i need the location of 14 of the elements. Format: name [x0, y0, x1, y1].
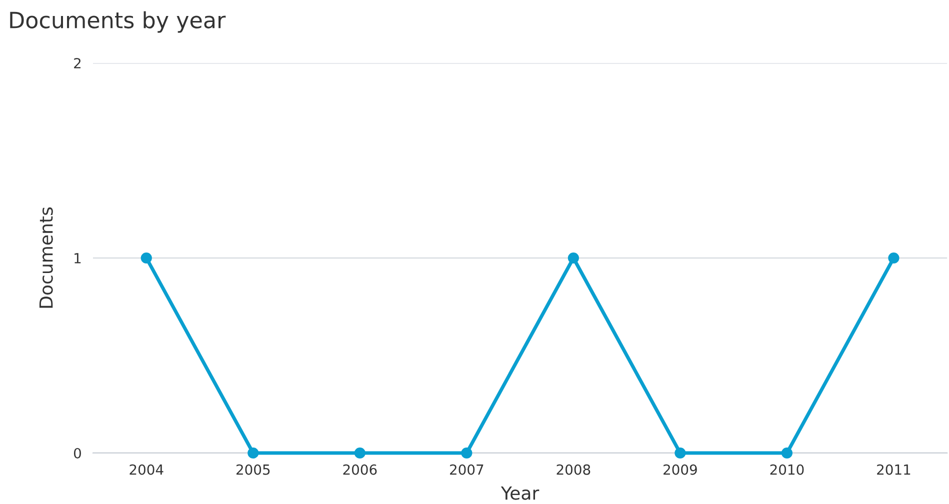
y-axis-title: Documents — [39, 207, 53, 308]
chart-title: Documents by year — [10, 11, 226, 33]
x-tick-label: 2005 — [236, 464, 270, 475]
x-tick-label: 2007 — [450, 464, 484, 475]
y-tick-label: 1 — [74, 253, 81, 264]
y-tick-label: 2 — [74, 58, 80, 68]
x-axis-title: Year — [500, 486, 540, 500]
x-tick-label: 2009 — [664, 464, 697, 475]
x-tick-label: 2010 — [770, 464, 804, 475]
x-tick-label: 2006 — [343, 464, 377, 475]
x-tick-label: 2004 — [130, 464, 164, 475]
y-tick-label: 0 — [74, 448, 81, 458]
x-tick-label: 2008 — [556, 464, 590, 475]
x-tick-label: 2011 — [877, 464, 910, 475]
